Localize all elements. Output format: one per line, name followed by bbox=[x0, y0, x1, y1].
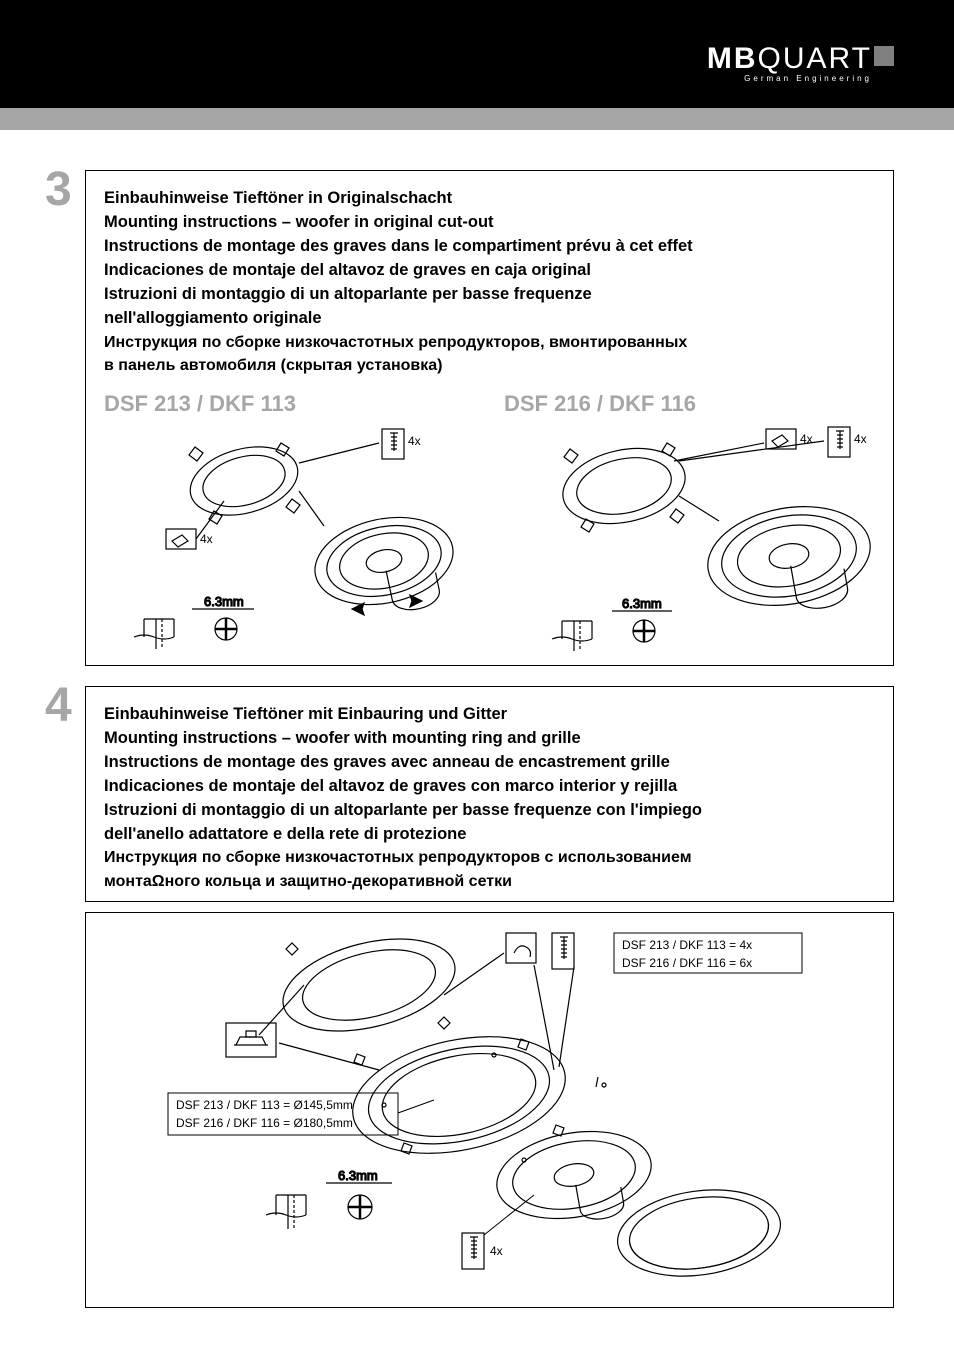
legend-dia2: DSF 216 / DKF 116 = Ø180,5mm bbox=[176, 1116, 353, 1130]
instr-ru1: Инструкция по сборке низкочастотных репр… bbox=[104, 331, 875, 354]
legend-dia1: DSF 213 / DKF 113 = Ø145,5mm bbox=[176, 1098, 353, 1112]
diagram-left: DSF 213 / DKF 113 bbox=[104, 391, 484, 651]
instr-en: Mounting instructions – woofer in origin… bbox=[104, 211, 875, 235]
s4-de: Einbauhinweise Tieftöner mit Einbauring … bbox=[104, 703, 875, 727]
screw-qty-r: 4x bbox=[854, 432, 867, 446]
s4-it1: Istruzioni di montaggio di un altoparlan… bbox=[104, 799, 875, 823]
logo-quart: QUART bbox=[758, 42, 872, 75]
sub-bar bbox=[0, 108, 954, 130]
section-3: 3 Einbauhinweise Tieftöner in Originalsc… bbox=[50, 170, 894, 666]
model-title-right: DSF 216 / DKF 116 bbox=[504, 391, 904, 417]
diagram-dsf216-icon: 4x 4x 6.3mm bbox=[504, 421, 904, 651]
logo-mb: MB bbox=[707, 42, 758, 75]
clip-qty: 4x bbox=[200, 532, 213, 546]
section-4-box: Einbauhinweise Tieftöner mit Einbauring … bbox=[85, 686, 894, 902]
s4-fr: Instructions de montage des graves avec … bbox=[104, 751, 875, 775]
legend-top2: DSF 216 / DKF 116 = 6x bbox=[622, 956, 752, 970]
legend-top1: DSF 213 / DKF 113 = 4x bbox=[622, 938, 752, 952]
s4-es: Indicaciones de montaje del altavoz de g… bbox=[104, 775, 875, 799]
diagram-right: DSF 216 / DKF 116 bbox=[504, 391, 904, 651]
clip-qty-r: 4x bbox=[800, 432, 813, 446]
instr-de: Einbauhinweise Tieftöner in Originalscha… bbox=[104, 187, 875, 211]
s4-ru2: монтаΩного кольца и защитно-декоративной… bbox=[104, 870, 875, 893]
logo-square-icon bbox=[874, 46, 894, 66]
section-number-4: 4 bbox=[45, 678, 72, 733]
instr-ru2: в панель автомобиля (скрытая установка) bbox=[104, 354, 875, 377]
s4-it2: dell'anello adattatore e della rete di p… bbox=[104, 823, 875, 847]
model-title-left: DSF 213 / DKF 113 bbox=[104, 391, 484, 417]
s4-en: Mounting instructions – woofer with moun… bbox=[104, 727, 875, 751]
section-4: 4 Einbauhinweise Tieftöner mit Einbaurin… bbox=[50, 686, 894, 1308]
s4-drill-dim: 6.3mm bbox=[338, 1168, 378, 1183]
instr-it2: nell'alloggiamento originale bbox=[104, 307, 875, 331]
header-bar: MBQUART German Engineering bbox=[0, 0, 954, 108]
s4-ru1: Инструкция по сборке низкочастотных репр… bbox=[104, 846, 875, 869]
diagram-dsf213-icon: 4x 4x bbox=[104, 421, 484, 651]
instr-fr: Instructions de montage des graves dans … bbox=[104, 235, 875, 259]
drill-dim-right: 6.3mm bbox=[622, 596, 662, 611]
section-4-diagram: DSF 213 / DKF 113 = 4x DSF 216 / DKF 116… bbox=[85, 912, 894, 1308]
screw-qty: 4x bbox=[408, 434, 421, 448]
brand-logo: MBQUART German Engineering bbox=[707, 42, 894, 83]
instr-es: Indicaciones de montaje del altavoz de g… bbox=[104, 259, 875, 283]
section-3-box: Einbauhinweise Tieftöner in Originalscha… bbox=[85, 170, 894, 666]
s4-screw-qty: 4x bbox=[490, 1244, 503, 1258]
instr-it1: Istruzioni di montaggio di un altoparlan… bbox=[104, 283, 875, 307]
diagram-mounting-ring-icon: DSF 213 / DKF 113 = 4x DSF 216 / DKF 116… bbox=[104, 925, 884, 1295]
section-number: 3 bbox=[45, 162, 72, 217]
drill-dim-left: 6.3mm bbox=[204, 594, 244, 609]
